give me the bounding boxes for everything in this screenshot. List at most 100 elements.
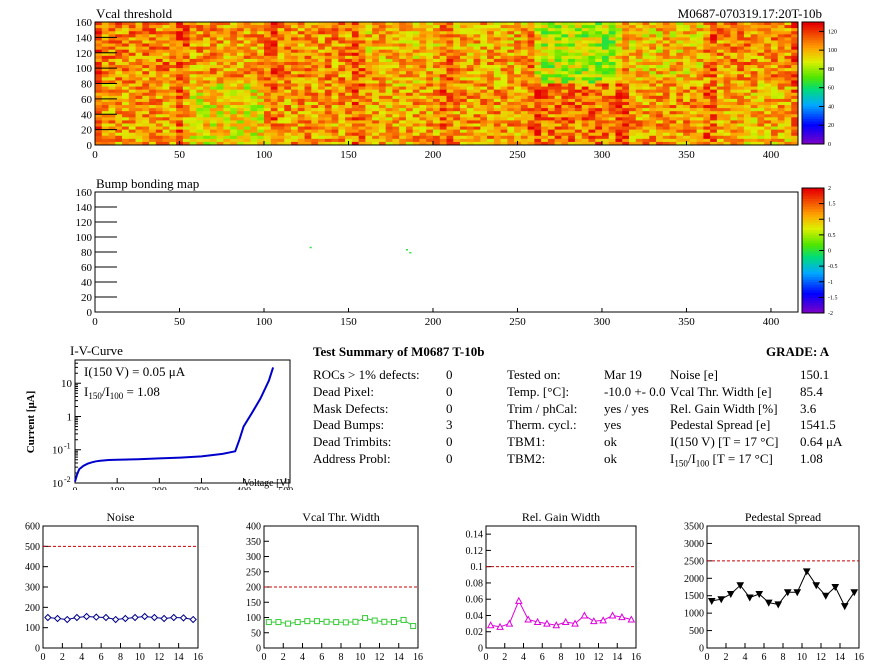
vcal-cell <box>399 108 407 112</box>
vcal-cell <box>500 129 508 134</box>
vcal-cell <box>480 101 488 106</box>
vcal-cell <box>629 28 637 32</box>
vcal-cell <box>176 74 184 78</box>
roc-plot-frame <box>42 525 199 649</box>
vcal-cell <box>453 37 461 41</box>
vcal-cell <box>689 138 697 143</box>
vcal-cell <box>696 114 704 118</box>
vcal-cell <box>466 52 474 57</box>
vcal-cell <box>108 105 116 109</box>
vcal-cell <box>216 40 224 44</box>
vcal-cell <box>601 74 610 78</box>
vcal-cell <box>196 101 204 106</box>
vcal-cell <box>338 101 346 106</box>
vcal-cell <box>662 40 670 44</box>
vcal-cell <box>683 43 691 47</box>
vcal-cell <box>243 77 251 81</box>
vcal-cell <box>135 52 143 57</box>
vcal-cell <box>615 77 623 81</box>
vcal-colorbar-band <box>802 52 824 56</box>
vcal-cell <box>622 86 630 90</box>
vcal-cell <box>236 61 245 66</box>
vcal-cell <box>196 132 204 137</box>
vcal-cell <box>135 40 143 44</box>
vcal-cell <box>95 46 103 50</box>
vcal-cell <box>669 138 677 143</box>
vcal-cell <box>338 135 346 140</box>
roc-plot-point <box>63 615 71 624</box>
vcal-cell <box>426 80 434 84</box>
vcal-cell <box>392 101 400 106</box>
vcal-cell <box>460 135 468 140</box>
vcal-cell <box>777 49 785 54</box>
vcal-cell <box>716 31 724 35</box>
vcal-cell <box>629 105 637 109</box>
vcal-cell <box>480 25 488 29</box>
vcal-cell <box>642 22 650 26</box>
vcal-cell <box>622 34 630 38</box>
vcal-cell <box>263 71 272 75</box>
vcal-cell <box>392 37 400 41</box>
vcal-cell <box>318 37 326 41</box>
vcal-cell <box>345 74 353 78</box>
iv-ylabel-rot: Current [μA] <box>25 391 37 454</box>
vcal-cell <box>622 58 630 63</box>
vcal-cell <box>730 123 738 127</box>
vcal-cell <box>108 92 116 97</box>
vcal-cell <box>622 108 630 112</box>
vcal-cell <box>757 25 765 29</box>
roc-plot-xtick-label: 6 <box>99 652 104 663</box>
vcal-cell <box>703 40 711 44</box>
vcal-cell <box>223 40 231 44</box>
vcal-cell <box>243 55 251 60</box>
vcal-cell <box>601 43 610 47</box>
vcal-cell <box>324 120 332 124</box>
vcal-cell <box>574 83 582 87</box>
vcal-cell <box>324 105 332 109</box>
vcal-cell <box>568 74 576 78</box>
vcal-cell <box>514 25 522 29</box>
vcal-cell <box>743 83 751 87</box>
vcal-cell <box>95 135 103 140</box>
roc-plot-xtick-label: 12 <box>816 652 826 663</box>
vcal-cell <box>547 40 555 44</box>
vcal-cell <box>487 61 495 66</box>
vcal-cell <box>534 120 542 124</box>
vcal-cell <box>162 101 170 106</box>
vcal-cell <box>365 80 373 84</box>
vcal-cell <box>534 49 542 54</box>
vcal-cell <box>460 40 468 44</box>
vcal-cell <box>345 46 353 50</box>
vcal-cell <box>135 22 143 26</box>
vcal-cell <box>331 25 339 29</box>
vcal-cell <box>223 120 231 124</box>
vcal-cell <box>135 95 143 100</box>
roc-plot-xtick-label: 4 <box>743 652 748 663</box>
vcal-cell <box>710 126 718 130</box>
vcal-cell <box>757 40 765 44</box>
vcal-cell <box>142 86 150 90</box>
bump-xtick-label: 200 <box>425 316 442 328</box>
vcal-cell <box>615 37 623 41</box>
vcal-cell <box>372 61 380 66</box>
vcal-cell <box>547 108 555 112</box>
vcal-cell <box>230 40 238 44</box>
vcal-cell <box>101 135 109 140</box>
vcal-cell <box>595 138 603 143</box>
vcal-cell <box>108 120 116 124</box>
vcal-cell <box>405 22 413 26</box>
vcal-cell <box>656 138 664 143</box>
vcal-cell <box>378 49 386 54</box>
vcal-cell <box>426 105 434 109</box>
vcal-cell <box>784 65 792 69</box>
vcal-cell <box>196 141 204 146</box>
vcal-cell <box>412 135 420 140</box>
vcal-cell <box>372 58 380 63</box>
vcal-cell <box>710 65 718 69</box>
vcal-cell <box>243 34 251 38</box>
vcal-cell <box>507 28 515 32</box>
vcal-cell <box>304 31 312 35</box>
vcal-cell <box>493 86 501 90</box>
vcal-cell <box>723 129 731 134</box>
vcal-cell <box>155 46 163 50</box>
